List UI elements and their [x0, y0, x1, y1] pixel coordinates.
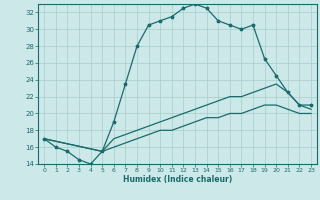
X-axis label: Humidex (Indice chaleur): Humidex (Indice chaleur) [123, 175, 232, 184]
